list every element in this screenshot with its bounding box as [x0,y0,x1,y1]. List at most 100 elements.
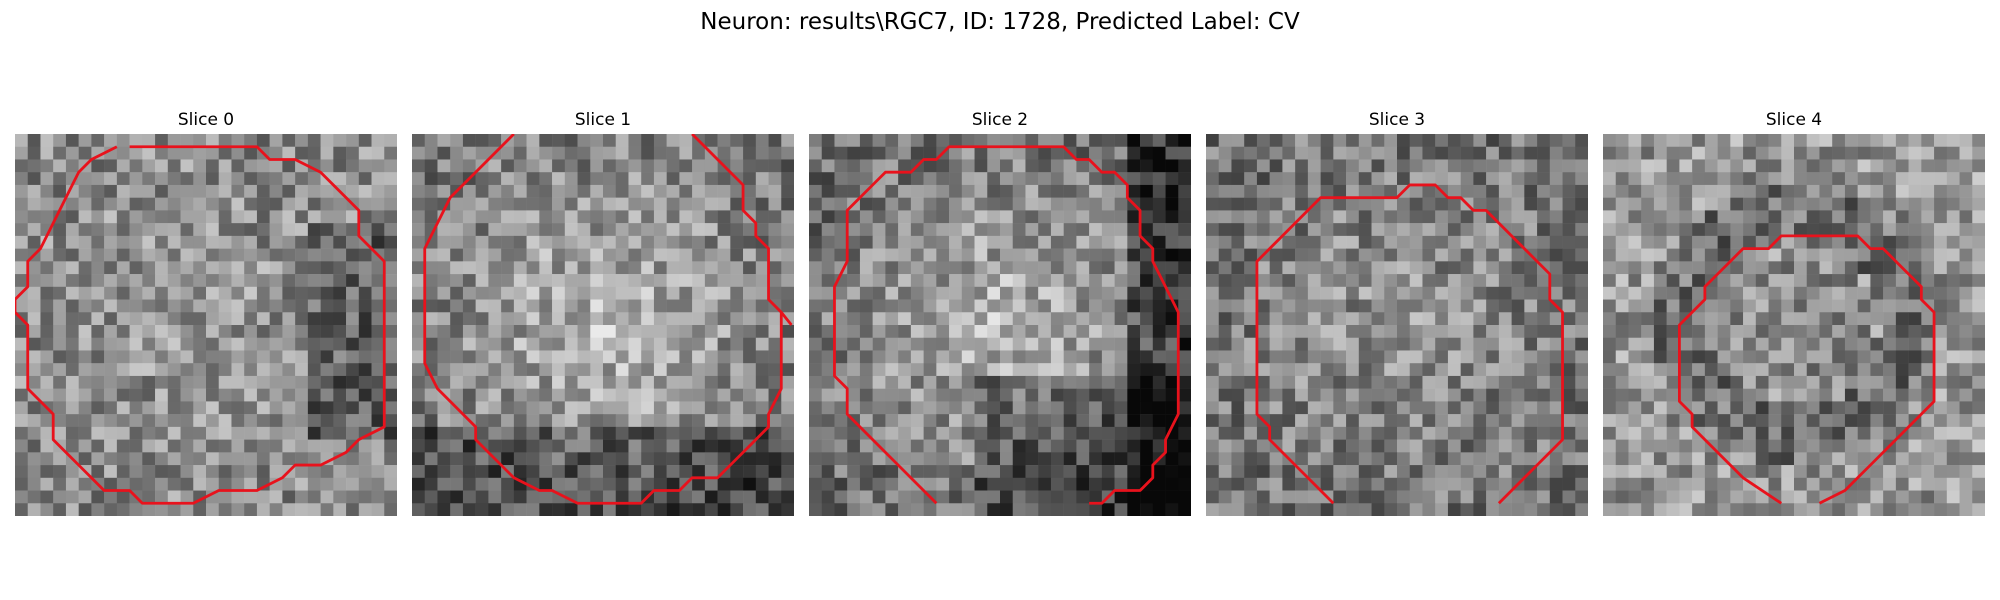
image-pixel [1089,184,1103,198]
image-pixel [1307,350,1321,364]
image-pixel [1218,503,1232,516]
image-pixel [1012,210,1026,224]
image-pixel [295,439,309,453]
image-pixel [1857,223,1871,237]
image-pixel [1127,388,1141,402]
image-pixel [1934,197,1948,211]
image-pixel [1498,299,1512,313]
image-pixel [603,312,616,326]
image-pixel [384,261,397,275]
image-pixel [488,184,502,198]
image-pixel [1012,134,1026,147]
image-pixel [590,363,604,377]
image-pixel [1921,134,1935,147]
image-pixel [692,146,706,160]
image-pixel [91,503,105,516]
image-pixel [885,286,899,300]
image-pixel [53,274,67,288]
image-pixel [872,350,886,364]
image-pixel [27,274,41,288]
image-pixel [1307,172,1321,186]
image-pixel [615,401,629,415]
image-pixel [1244,452,1258,466]
image-pixel [641,172,655,186]
image-pixel [1422,210,1436,224]
image-pixel [1806,465,1820,479]
image-pixel [1218,235,1232,249]
image-pixel [1730,503,1744,516]
image-pixel [1562,172,1576,186]
image-pixel [1666,426,1680,440]
image-pixel [872,465,886,479]
image-pixel [116,184,130,198]
image-pixel [1549,465,1563,479]
image-pixel [1050,248,1064,262]
image-pixel [1295,299,1309,313]
image-pixel [781,337,794,351]
image-pixel [501,452,515,466]
image-pixel [1435,375,1449,389]
image-pixel [539,197,553,211]
image-pixel [1358,235,1372,249]
image-pixel [1218,337,1232,351]
image-pixel [1666,286,1680,300]
image-pixel [1870,248,1884,262]
image-pixel [1050,172,1064,186]
image-pixel [859,134,873,147]
image-pixel [1537,325,1551,338]
image-pixel [755,388,769,402]
image-pixel [78,235,92,249]
image-pixel [1231,363,1245,377]
image-pixel [129,363,143,377]
image-pixel [1152,414,1166,428]
image-pixel [1562,261,1576,275]
image-pixel [1755,159,1769,173]
image-pixel [923,452,937,466]
image-pixel [1244,325,1258,338]
image-pixel [641,134,655,147]
image-pixel [974,223,988,237]
image-pixel [53,159,67,173]
image-pixel [1295,146,1309,160]
image-pixel [1819,388,1833,402]
image-pixel [539,490,553,504]
image-pixel [1114,401,1128,415]
image-pixel [1231,210,1245,224]
image-pixel [1256,172,1270,186]
image-pixel [590,197,604,211]
image-pixel [488,465,502,479]
image-pixel [859,210,873,224]
image-pixel [450,388,464,402]
image-pixel [615,172,629,186]
image-pixel [910,274,924,288]
image-pixel [1282,172,1296,186]
image-pixel [1921,223,1935,237]
image-pixel [513,197,527,211]
image-pixel [1460,172,1474,186]
image-pixel [231,350,245,364]
image-pixel [1730,388,1744,402]
image-pixel [526,274,540,288]
image-pixel [1165,465,1179,479]
image-pixel [1140,210,1154,224]
image-pixel [590,299,604,313]
image-pixel [231,134,245,147]
image-pixel [1692,465,1706,479]
image-pixel [501,235,515,249]
image-pixel [1895,465,1909,479]
image-pixel [295,146,309,160]
image-pixel [1050,286,1064,300]
image-pixel [1743,439,1757,453]
image-pixel [1641,452,1655,466]
image-pixel [40,146,54,160]
image-pixel [987,388,1001,402]
image-pixel [65,197,79,211]
image-pixel [1692,312,1706,326]
image-pixel [1384,274,1398,288]
image-pixel [1076,414,1090,428]
image-pixel [206,184,219,198]
image-pixel [1218,197,1232,211]
image-pixel [1127,248,1141,262]
image-pixel [1819,172,1833,186]
image-pixel [1127,261,1141,275]
